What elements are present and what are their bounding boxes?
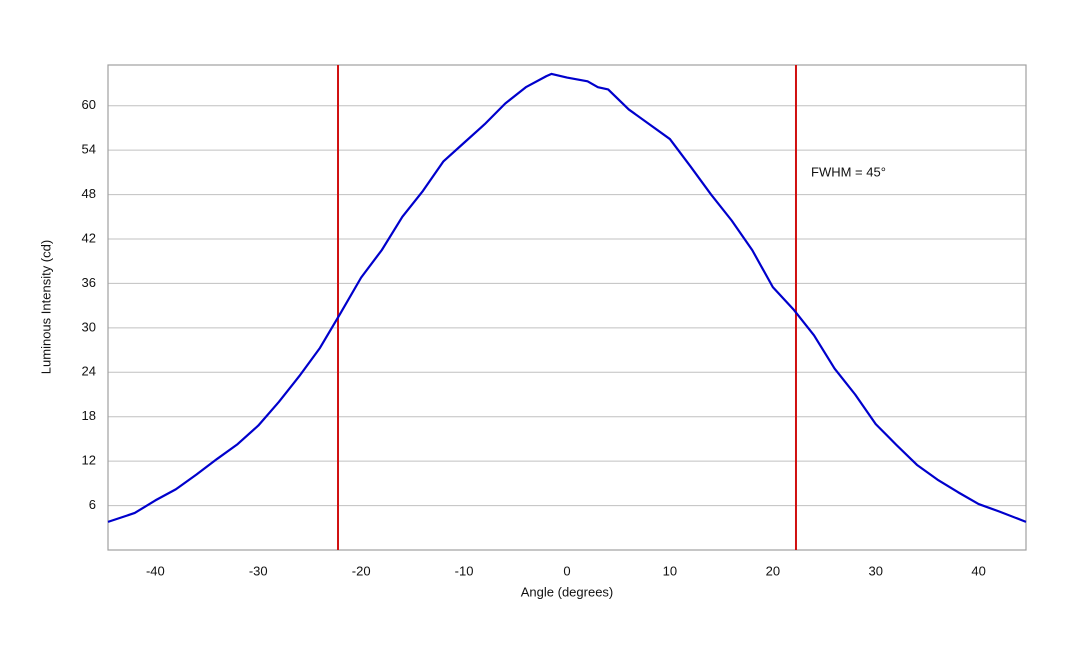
data-line	[107, 72, 1027, 523]
x-tick-label: -30	[249, 563, 268, 578]
x-tick-label: -40	[146, 563, 165, 578]
x-tick-label: -20	[352, 563, 371, 578]
x-tick-label: -10	[455, 563, 474, 578]
y-tick-label: 60	[82, 97, 96, 112]
x-tick-label: 40	[971, 563, 985, 578]
y-tick-label: 24	[82, 364, 96, 379]
y-tick-label: 6	[89, 497, 96, 512]
y-tick-label: 30	[82, 319, 96, 334]
y-tick-label: 36	[82, 275, 96, 290]
x-tick-label: 20	[766, 563, 780, 578]
y-tick-label: 18	[82, 408, 96, 423]
y-tick-label: 12	[82, 453, 96, 468]
plot-frame	[107, 64, 1027, 551]
annotation: FWHM = 45°	[811, 164, 886, 179]
y-tick-label: 48	[82, 186, 96, 201]
x-tick-label: 30	[869, 563, 883, 578]
y-tick-label: 54	[82, 142, 96, 157]
x-axis-label: Angle (degrees)	[521, 584, 614, 599]
y-tick-label: 42	[82, 230, 96, 245]
x-tick-label: 0	[563, 563, 570, 578]
x-tick-label: 10	[663, 563, 677, 578]
y-axis-label: Luminous Intensity (cd)	[38, 240, 53, 374]
